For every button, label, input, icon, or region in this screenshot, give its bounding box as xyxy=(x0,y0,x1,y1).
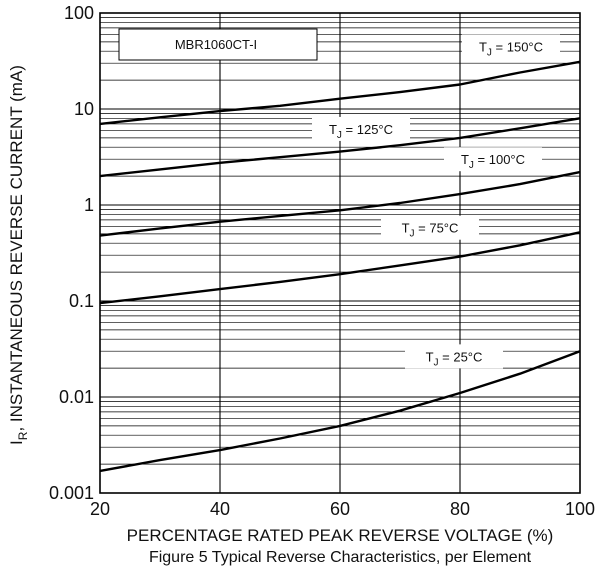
y-tick-label: 100 xyxy=(64,3,94,23)
plot-frame xyxy=(99,12,581,494)
figure-caption: Figure 5 Typical Reverse Characteristics… xyxy=(149,549,532,566)
y-axis-title: IR, INSTANTANEOUS REVERSE CURRENT (mA) xyxy=(7,65,30,445)
x-tick-label: 20 xyxy=(90,499,110,519)
series-label-symbol: T xyxy=(479,39,487,54)
x-tick-label: 100 xyxy=(565,499,595,519)
series-label-symbol: T xyxy=(402,221,410,236)
series-label-5: TJ = 25°C xyxy=(426,349,483,368)
series-line-2 xyxy=(99,117,581,178)
series-label-value: = 150°C xyxy=(492,39,543,54)
y-tick-label: 0.001 xyxy=(49,483,94,503)
series-label-2: TJ = 125°C xyxy=(329,122,393,141)
series-label-subscript: J xyxy=(469,160,474,171)
grid xyxy=(100,13,580,494)
series-label-background xyxy=(444,147,542,172)
series-line-4 xyxy=(99,231,581,305)
x-tick-label: 60 xyxy=(330,499,350,519)
series-label-subscript: J xyxy=(434,357,439,368)
series-label-subscript: J xyxy=(487,47,492,58)
series-label-subscript: J xyxy=(410,229,415,240)
part-number-label: MBR1060CT-I xyxy=(175,37,257,52)
tick-labels: 20 40 60 80 100 0.001 0.01 0.1 1 10 100 xyxy=(49,3,595,519)
part-number-box xyxy=(118,28,318,61)
series-line-5 xyxy=(99,350,581,473)
x-tick-label: 40 xyxy=(210,499,230,519)
series-label-4: TJ = 75°C xyxy=(402,221,459,240)
y-axis-title-rest: , INSTANTANEOUS REVERSE CURRENT (mA) xyxy=(7,65,26,431)
series-label-symbol: T xyxy=(329,122,337,137)
y-tick-label: 10 xyxy=(74,99,94,119)
series-label-3: TJ = 100°C xyxy=(461,152,525,171)
series-label-value: = 25°C xyxy=(439,349,483,364)
series-label-value: = 125°C xyxy=(342,122,393,137)
series-line-3 xyxy=(99,170,581,237)
series-label-background xyxy=(312,116,410,141)
y-tick-label: 0.01 xyxy=(59,387,94,407)
series-label-symbol: T xyxy=(426,349,434,364)
series-label-value: = 75°C xyxy=(415,221,459,236)
series-label-background xyxy=(405,344,503,369)
series-label-background xyxy=(381,215,479,240)
series-line-1 xyxy=(99,60,581,126)
series-labels: TJ = 150°CTJ = 125°CTJ = 100°CTJ = 75°CT… xyxy=(312,34,560,369)
y-axis-title-symbol: I xyxy=(7,440,26,445)
series-label-subscript: J xyxy=(337,130,342,141)
series-label-background xyxy=(462,34,560,59)
series-label-value: = 100°C xyxy=(474,152,525,167)
y-axis-title-subscript: R xyxy=(16,431,30,440)
y-tick-label: 0.1 xyxy=(69,291,94,311)
series-label-symbol: T xyxy=(461,152,469,167)
x-axis-title: PERCENTAGE RATED PEAK REVERSE VOLTAGE (%… xyxy=(127,526,554,545)
x-tick-label: 80 xyxy=(450,499,470,519)
series-label-1: TJ = 150°C xyxy=(479,39,543,58)
series-curves xyxy=(99,60,581,473)
y-tick-label: 1 xyxy=(84,195,94,215)
